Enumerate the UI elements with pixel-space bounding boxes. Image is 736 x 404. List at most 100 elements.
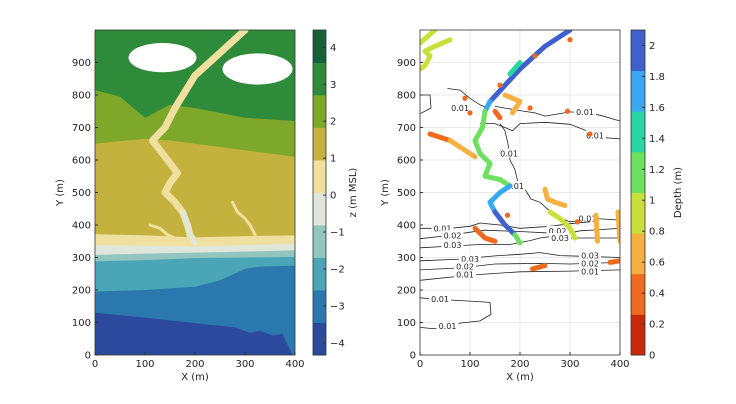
y-tick-label: 600 bbox=[72, 156, 91, 167]
contour-label-bg bbox=[579, 258, 601, 268]
colorbar-segment bbox=[631, 314, 645, 356]
depth-point bbox=[504, 212, 511, 218]
colorbar-tick-label: −1 bbox=[330, 228, 345, 239]
colorbar-segment bbox=[631, 233, 645, 275]
contour-label: 0.01 bbox=[576, 108, 594, 117]
tributary bbox=[148, 223, 177, 240]
colorbar-segment bbox=[313, 290, 326, 323]
contour-line bbox=[420, 262, 620, 271]
colorbar-tick-label: −3 bbox=[330, 301, 345, 312]
contour-line bbox=[420, 94, 432, 115]
colorbar-tick-label: 2 bbox=[649, 41, 655, 52]
contour-label: 0.01 bbox=[434, 224, 452, 233]
depth-point bbox=[587, 131, 593, 137]
depth-track bbox=[512, 232, 523, 246]
depth-point bbox=[462, 95, 468, 101]
y-tick-label: 700 bbox=[72, 123, 91, 134]
contour-line bbox=[494, 106, 620, 122]
depth-track bbox=[472, 108, 488, 156]
x-tick-label: 200 bbox=[510, 359, 529, 370]
depth-track bbox=[427, 131, 453, 143]
colorbar-tick-label: 0 bbox=[330, 191, 336, 202]
plot-area bbox=[95, 30, 295, 355]
contour-label: 0.01 bbox=[439, 322, 457, 331]
depth-point bbox=[467, 110, 473, 116]
contour-label-bg bbox=[546, 225, 569, 235]
contour-label-bg bbox=[429, 294, 451, 304]
colorbar-frame bbox=[312, 29, 327, 356]
contour-label-bg bbox=[431, 223, 454, 233]
colorbar-tick-label: 1.2 bbox=[649, 165, 665, 176]
y-axis-label: Y (m) bbox=[380, 179, 391, 207]
depth-point bbox=[527, 105, 533, 111]
depth-track bbox=[492, 108, 503, 121]
colorbar-segment bbox=[631, 151, 645, 193]
colorbar-segment bbox=[631, 192, 645, 234]
y-tick-label: 700 bbox=[397, 123, 416, 134]
contour-label: 0.01 bbox=[586, 132, 604, 141]
contour-label-bg bbox=[576, 213, 599, 223]
depth-track bbox=[530, 263, 548, 272]
y-axis-label: Y (m) bbox=[55, 179, 66, 207]
x-axis-label: X (m) bbox=[181, 372, 209, 383]
y-tick-label: 800 bbox=[397, 91, 416, 102]
y-tick-label: 600 bbox=[397, 156, 416, 167]
depth-point bbox=[564, 108, 571, 114]
x-axis-label: X (m) bbox=[506, 372, 534, 383]
x-tick-label: 200 bbox=[185, 359, 204, 370]
plot-area: 0.010.010.010.010.010.010.020.020.030.03… bbox=[420, 30, 620, 355]
contour-label-bg bbox=[441, 230, 464, 240]
x-tick-label: 400 bbox=[285, 359, 304, 370]
y-tick-label: 400 bbox=[72, 221, 91, 232]
contour-label: 0.01 bbox=[451, 104, 469, 113]
contour-label-bg bbox=[454, 261, 476, 271]
contour-label: 0.02 bbox=[581, 260, 599, 269]
depth-track bbox=[420, 37, 453, 72]
contour-label: 0.01 bbox=[579, 215, 597, 224]
y-tick-label: 0 bbox=[85, 351, 91, 362]
colorbar-segment bbox=[631, 111, 645, 153]
colorbar-tick-label: −2 bbox=[330, 264, 345, 275]
contour-label-bg bbox=[584, 130, 606, 140]
channel-mouth bbox=[180, 209, 198, 246]
colorbar-tick-label: 1.4 bbox=[649, 134, 665, 145]
contour-label-bg bbox=[459, 253, 481, 263]
elevation-map-panel: 0 100 200 300 400 0 100 200 300 400 500 600 700 800 90… bbox=[55, 29, 359, 383]
depth-point bbox=[567, 37, 573, 43]
contour-label: 0.01 bbox=[581, 267, 599, 276]
depth-point bbox=[497, 82, 503, 88]
depth-track bbox=[502, 92, 523, 116]
x-tick-label: 100 bbox=[460, 359, 479, 370]
colorbar-tick-label: 1.8 bbox=[649, 72, 665, 83]
contour-label: 0.03 bbox=[551, 234, 569, 243]
y-tick-label: 100 bbox=[397, 318, 416, 329]
depth-point bbox=[574, 219, 581, 225]
colorbar-frame bbox=[630, 29, 646, 356]
contour-line bbox=[447, 88, 488, 109]
contour-label-bg bbox=[504, 181, 526, 190]
contour-label: 0.01 bbox=[431, 295, 449, 304]
colorbar-tick-label: 0.2 bbox=[649, 320, 665, 331]
y-tick-label: 500 bbox=[72, 188, 91, 199]
depth-track bbox=[487, 30, 573, 104]
elevation-band bbox=[95, 312, 295, 355]
no-data-region bbox=[222, 53, 293, 85]
colorbar-label: Depth (m) bbox=[673, 167, 684, 218]
contour-label: 0.02 bbox=[444, 231, 462, 240]
contour-label-bg bbox=[579, 266, 601, 276]
y-tick-label: 100 bbox=[72, 318, 91, 329]
x-tick-label: 0 bbox=[417, 359, 423, 370]
depth-track bbox=[420, 30, 438, 46]
depth-map-panel: 0.010.010.010.010.010.010.020.020.030.03… bbox=[380, 29, 684, 383]
colorbar-tick-label: 1.6 bbox=[649, 103, 665, 114]
x-tick-label: 300 bbox=[560, 359, 579, 370]
contour-line bbox=[499, 123, 620, 223]
depth-track bbox=[542, 186, 568, 208]
contour-label: 0.02 bbox=[549, 227, 567, 236]
depth-track bbox=[593, 212, 600, 244]
y-tick-label: 400 bbox=[397, 221, 416, 232]
contour-label-bg bbox=[449, 103, 471, 112]
colorbar-tick-label: 3 bbox=[330, 80, 336, 91]
contour-label: 0.01 bbox=[500, 150, 518, 159]
